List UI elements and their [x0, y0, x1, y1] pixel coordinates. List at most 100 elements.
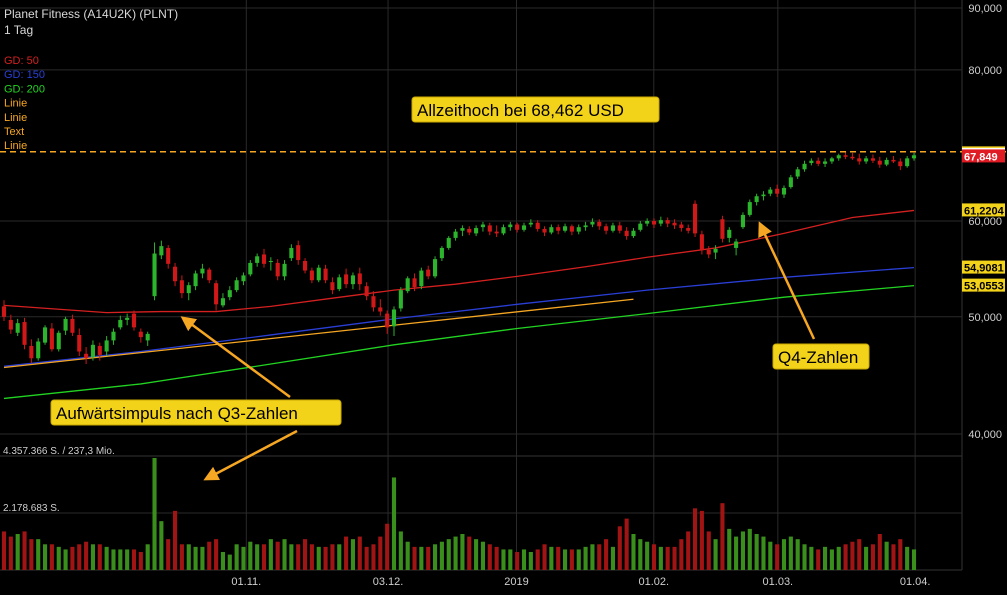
candle-body	[29, 345, 34, 359]
price-badge: 67,849	[962, 149, 1005, 163]
candle-body	[166, 247, 171, 264]
price-badge-label: 67,849	[964, 151, 998, 163]
candle	[604, 223, 609, 235]
candle-body	[884, 159, 889, 165]
q3-callout-text: Aufwärtsimpuls nach Q3-Zahlen	[56, 404, 298, 423]
volume-bar	[344, 536, 349, 570]
volume-bar	[679, 539, 684, 570]
candle	[371, 291, 376, 312]
candle	[453, 228, 458, 241]
candle	[651, 218, 657, 229]
volume-bars	[1, 458, 917, 570]
q4-callout-text: Q4-Zahlen	[778, 348, 858, 367]
candle	[569, 224, 574, 236]
volume-bar	[63, 549, 68, 570]
volume-bar	[303, 539, 308, 570]
candle-body	[131, 313, 137, 328]
candle-body	[97, 345, 102, 355]
volume-bar	[275, 541, 280, 570]
candle-body	[699, 234, 704, 250]
legend-entry: Text	[4, 126, 24, 138]
candle	[227, 286, 232, 301]
time-axis: 01.11. 03.12. 2019 01.02. 01.03. 01.04.	[231, 576, 930, 588]
candle	[788, 174, 793, 189]
volume-bar	[8, 536, 13, 570]
price-badge-box	[962, 278, 1005, 292]
candle-body	[809, 160, 814, 164]
candle-body	[248, 262, 253, 275]
volume-bar	[207, 541, 212, 570]
candle-body	[43, 327, 48, 343]
candle	[70, 314, 75, 337]
candle-body	[645, 221, 650, 224]
candle	[809, 158, 814, 166]
candle-body	[624, 230, 629, 237]
volume-bar	[542, 544, 547, 570]
volume-bar	[97, 544, 102, 570]
volume-bar	[84, 541, 89, 570]
candle	[761, 191, 766, 201]
candle-body	[672, 222, 677, 226]
candle-body	[542, 228, 547, 233]
candle	[898, 158, 903, 171]
candle-body	[686, 228, 691, 231]
candle-body	[494, 231, 499, 234]
volume-bar	[70, 546, 75, 570]
candle-body	[754, 196, 759, 203]
volume-bar	[651, 544, 657, 570]
volume-bar	[255, 544, 260, 570]
candle-body	[535, 222, 540, 229]
candle	[289, 244, 294, 262]
candle-body	[836, 155, 841, 159]
volume-bar	[734, 536, 739, 570]
candle	[275, 259, 280, 281]
legend-entry: GD: 150	[4, 69, 45, 81]
arrows	[180, 221, 816, 481]
candle	[658, 216, 663, 227]
volume-bar	[802, 544, 807, 570]
volume-bar	[645, 541, 650, 570]
volume-bar	[836, 546, 841, 570]
candle	[597, 219, 602, 230]
volume-bar	[152, 458, 157, 570]
legend-entry: GD: 50	[4, 55, 39, 67]
candle	[884, 157, 889, 167]
volume-bar	[241, 546, 246, 570]
candle	[214, 280, 219, 311]
candle	[549, 224, 554, 235]
candle	[645, 218, 650, 227]
candle	[405, 276, 410, 294]
volume-bar	[179, 544, 184, 570]
volume-bar	[214, 539, 219, 570]
q3-arrow-price	[180, 316, 291, 399]
candle	[412, 273, 417, 292]
volume-bar	[911, 549, 917, 570]
volume-bar	[556, 546, 561, 570]
volume-bar	[864, 546, 869, 570]
candle	[111, 328, 116, 345]
volume-bar	[118, 549, 123, 570]
candle	[29, 339, 34, 363]
legend-entry: GD: 200	[4, 83, 45, 95]
volume-bar	[898, 539, 903, 570]
volume-bar	[713, 539, 718, 570]
candle	[8, 314, 13, 334]
candle-body	[501, 227, 506, 234]
instrument-title: Planet Fitness (A14U2K) (PLNT)	[4, 7, 178, 21]
volume-bar	[138, 552, 143, 570]
candle	[344, 268, 349, 289]
candle-body	[857, 158, 862, 162]
volume-bar	[289, 544, 294, 570]
volume-bar	[535, 549, 540, 570]
volume-bar	[296, 544, 301, 570]
volume-scale-labels: 4.357.366 S. / 237,3 Mio. 2.178.683 S.	[3, 446, 115, 514]
candle	[850, 152, 855, 160]
volume-bar	[159, 521, 164, 570]
volume-bar	[638, 539, 643, 570]
candle	[829, 156, 834, 164]
candle-body	[303, 261, 308, 271]
candle	[556, 224, 561, 235]
candle	[398, 287, 403, 312]
